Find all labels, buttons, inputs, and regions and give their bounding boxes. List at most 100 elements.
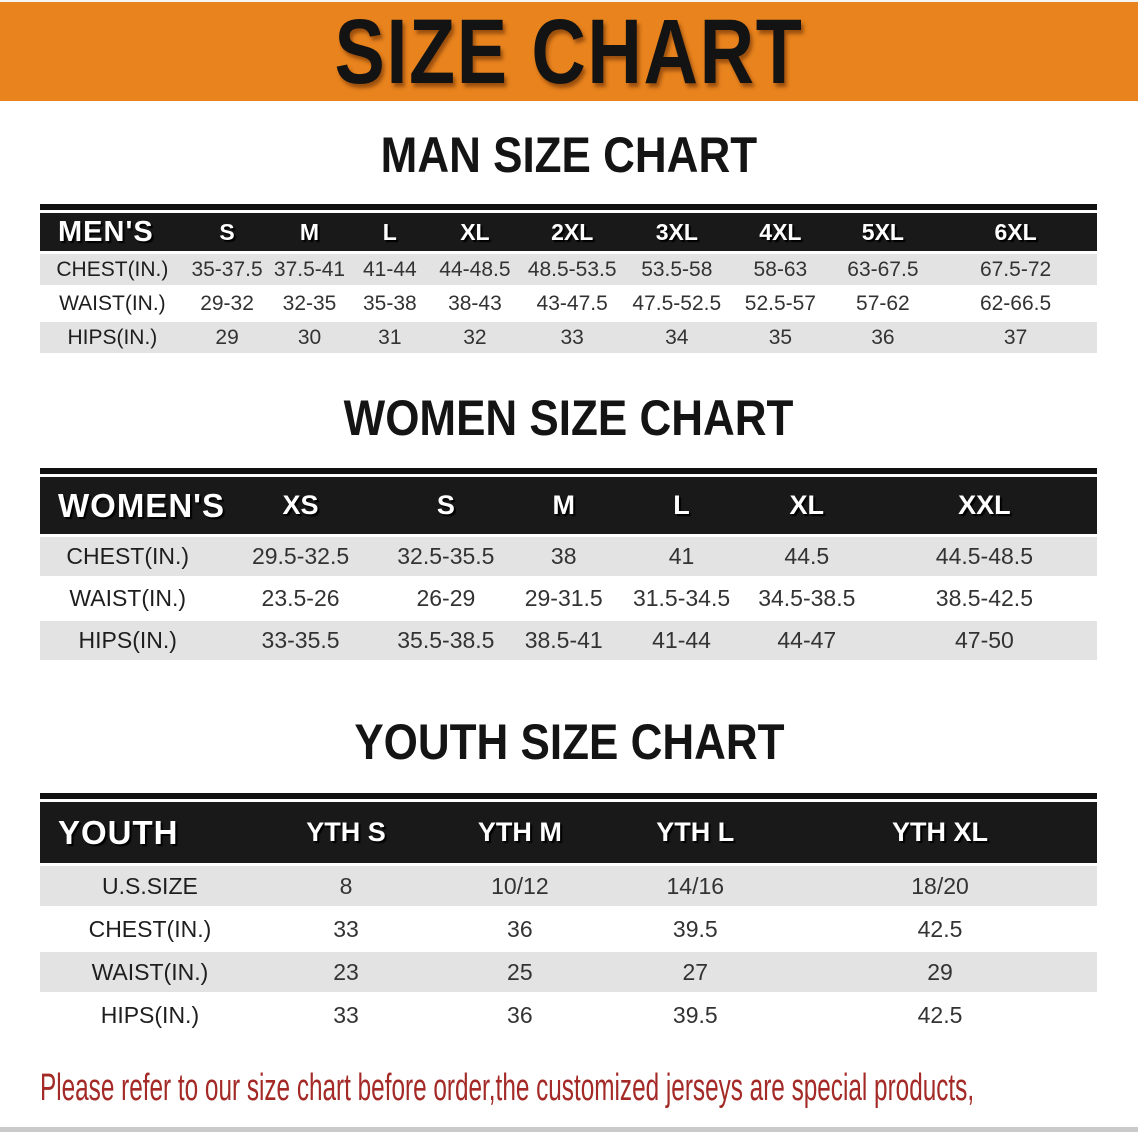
- men-size-cell: 67.5-72: [934, 251, 1097, 287]
- women-size-cell: 44.5-48.5: [871, 534, 1097, 578]
- youth-row-label: HIPS(IN.): [40, 992, 260, 1035]
- men-size-column-header: M: [269, 213, 350, 253]
- youth-size-cell: 14/16: [607, 863, 784, 908]
- men-size-cell: 33: [519, 319, 625, 353]
- women-size-table: WOMEN'S XS S M L XL XXL CHEST(IN.) 29.5-32.5 32.5…: [40, 477, 1097, 660]
- youth-size-table: YOUTH YTH S YTH M YTH L YTH XL U.S.SIZE 8 10/12…: [40, 802, 1097, 1035]
- men-table-row: WAIST(IN.) 29-32 32-35 35-38 38-43 43-47.5 47.…: [40, 285, 1097, 321]
- women-header-row: WOMEN'S XS S M L XL XXL: [40, 477, 1097, 536]
- youth-size-cell: 18/20: [783, 863, 1097, 908]
- men-size-cell: 62-66.5: [934, 285, 1097, 321]
- youth-size-cell: 29: [783, 949, 1097, 994]
- disclaimer-text: Please refer to our size chart before or…: [40, 1064, 1138, 1132]
- banner: SIZE CHART: [0, 2, 1138, 101]
- men-size-cell: 37.5-41: [269, 251, 350, 287]
- women-header-label: WOMEN'S: [40, 477, 224, 536]
- women-size-column-header: L: [621, 477, 742, 536]
- women-row-label: HIPS(IN.): [40, 618, 216, 660]
- men-size-column-header: 6XL: [934, 213, 1097, 253]
- women-size-cell: 41: [621, 534, 742, 578]
- men-size-column-header: S: [184, 213, 270, 253]
- youth-size-cell: 42.5: [783, 906, 1097, 951]
- women-table-row: HIPS(IN.) 33-35.5 35.5-38.5 38.5-41 41-44 44-…: [40, 618, 1097, 660]
- men-size-cell: 37: [934, 319, 1097, 353]
- women-size-cell: 31.5-34.5: [621, 576, 742, 620]
- men-row-label: CHEST(IN.): [40, 251, 185, 287]
- men-size-cell: 35-37.5: [184, 251, 270, 287]
- youth-row-label: U.S.SIZE: [40, 863, 260, 908]
- top-edge-line: [0, 0, 1138, 2]
- youth-size-cell: 27: [607, 949, 784, 994]
- women-size-cell: 34.5-38.5: [741, 576, 872, 620]
- disclaimer-line-1: Please refer to our size chart before or…: [40, 1067, 975, 1109]
- men-size-cell: 35-38: [349, 285, 430, 321]
- youth-size-cell: 42.5: [783, 992, 1097, 1035]
- men-table-row: HIPS(IN.) 29 30 31 32 33 34 35 36 37: [40, 319, 1097, 353]
- women-size-cell: 44-47: [741, 618, 872, 660]
- men-header-label: MEN'S: [40, 213, 185, 253]
- men-size-column-header: 4XL: [729, 213, 832, 253]
- men-size-column-header: XL: [430, 213, 520, 253]
- men-size-cell: 38-43: [430, 285, 520, 321]
- women-row-label: WAIST(IN.): [40, 576, 216, 620]
- youth-size-chart-section: YOUTH YTH S YTH M YTH L YTH XL U.S.SIZE 8 10/12…: [40, 793, 1097, 1035]
- youth-table-row: WAIST(IN.) 23 25 27 29: [40, 949, 1097, 994]
- youth-row-label: WAIST(IN.): [40, 949, 260, 994]
- youth-table-gap-line: [40, 799, 1097, 802]
- youth-size-column-header: YTH XL: [783, 802, 1097, 865]
- men-size-cell: 53.5-58: [624, 251, 730, 287]
- youth-size-cell: 33: [259, 992, 433, 1035]
- women-size-cell: 35.5-38.5: [385, 618, 507, 660]
- women-size-cell: 41-44: [621, 618, 742, 660]
- women-size-cell: 32.5-35.5: [385, 534, 507, 578]
- men-size-column-header: 5XL: [831, 213, 935, 253]
- women-size-column-header: XS: [215, 477, 386, 536]
- men-header-row: MEN'S S M L XL 2XL 3XL 4XL 5XL 6XL: [40, 213, 1097, 253]
- men-size-chart-section: MEN'S S M L XL 2XL 3XL 4XL 5XL 6XL CHEST(IN.) 35-37…: [40, 204, 1097, 353]
- youth-size-cell: 23: [259, 949, 433, 994]
- youth-size-cell: 33: [259, 906, 433, 951]
- youth-size-cell: 36: [432, 992, 608, 1035]
- women-table-gap-line: [40, 474, 1097, 477]
- men-size-cell: 58-63: [729, 251, 832, 287]
- men-table-gap-line: [40, 210, 1097, 213]
- women-size-column-header: XXL: [871, 477, 1097, 536]
- youth-size-cell: 10/12: [432, 863, 608, 908]
- men-size-column-header: 2XL: [519, 213, 625, 253]
- men-row-label: WAIST(IN.): [40, 285, 185, 321]
- men-size-column-header: 3XL: [624, 213, 730, 253]
- youth-size-column-header: YTH M: [432, 802, 608, 865]
- youth-table-row: CHEST(IN.) 33 36 39.5 42.5: [40, 906, 1097, 951]
- youth-header-row: YOUTH YTH S YTH M YTH L YTH XL: [40, 802, 1097, 865]
- women-table-row: CHEST(IN.) 29.5-32.5 32.5-35.5 38 41 44.5 44.5…: [40, 534, 1097, 578]
- women-size-cell: 38: [506, 534, 622, 578]
- men-size-cell: 41-44: [349, 251, 430, 287]
- youth-table-row: HIPS(IN.) 33 36 39.5 42.5: [40, 992, 1097, 1035]
- men-size-cell: 29-32: [184, 285, 270, 321]
- men-size-cell: 48.5-53.5: [519, 251, 625, 287]
- youth-size-chart-heading: YOUTH SIZE CHART: [353, 714, 785, 770]
- men-size-cell: 52.5-57: [729, 285, 832, 321]
- youth-size-cell: 25: [432, 949, 608, 994]
- banner-title: SIZE CHART: [334, 0, 804, 103]
- women-size-cell: 26-29: [385, 576, 507, 620]
- women-size-chart-section: WOMEN'S XS S M L XL XXL CHEST(IN.) 29.5-32.5 32.5…: [40, 468, 1097, 660]
- youth-header-label: YOUTH: [40, 802, 260, 865]
- men-table-row: CHEST(IN.) 35-37.5 37.5-41 41-44 44-48.5 48.5…: [40, 251, 1097, 287]
- men-size-cell: 32: [430, 319, 520, 353]
- women-size-column-header: XL: [741, 477, 872, 536]
- men-row-label: HIPS(IN.): [40, 319, 185, 353]
- men-size-cell: 47.5-52.5: [624, 285, 730, 321]
- men-table-top-border: [40, 204, 1097, 210]
- women-size-cell: 44.5: [741, 534, 872, 578]
- men-size-cell: 43-47.5: [519, 285, 625, 321]
- men-size-cell: 32-35: [269, 285, 350, 321]
- women-size-chart-heading: WOMEN SIZE CHART: [344, 390, 794, 446]
- youth-size-column-header: YTH L: [607, 802, 784, 865]
- women-size-cell: 33-35.5: [215, 618, 386, 660]
- women-table-top-border: [40, 468, 1097, 474]
- men-size-cell: 57-62: [831, 285, 935, 321]
- youth-row-label: CHEST(IN.): [40, 906, 260, 951]
- youth-size-cell: 36: [432, 906, 608, 951]
